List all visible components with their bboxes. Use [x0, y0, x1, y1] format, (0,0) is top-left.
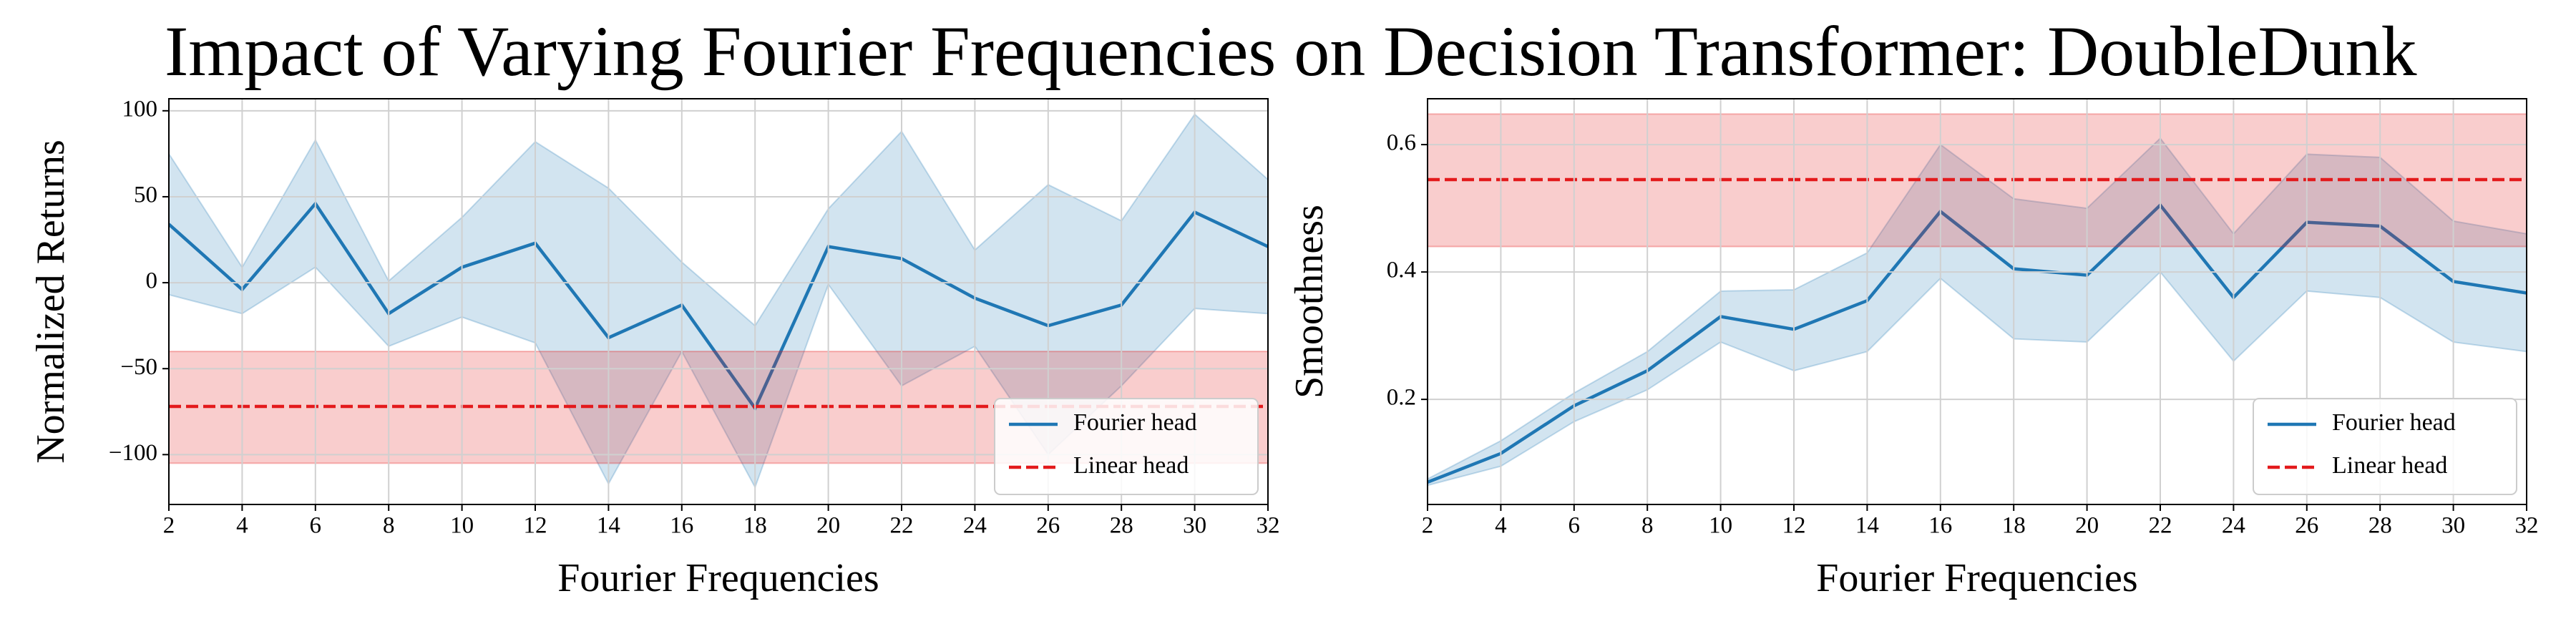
x-tick-label: 14 [597, 513, 620, 539]
x-tick-label: 28 [2368, 513, 2392, 539]
line [1428, 203, 2527, 484]
x-tick-label: 2 [1422, 513, 1434, 539]
x-tick-label: 26 [1036, 513, 1060, 539]
legend-label: Linear head [1073, 452, 1189, 479]
y-tick-label: 50 [134, 182, 157, 208]
legend-box [2253, 398, 2517, 495]
x-tick-label: 12 [524, 513, 547, 539]
band [1428, 137, 2527, 487]
legend-box [994, 398, 1259, 495]
x-tick-label: 24 [2222, 513, 2245, 539]
legend-label: Linear head [2332, 452, 2447, 479]
x-tick-label: 10 [450, 513, 474, 539]
x-tick-label: 18 [743, 513, 767, 539]
x-tick-label: 6 [310, 513, 322, 539]
x-tick-label: 2 [163, 513, 175, 539]
line [169, 200, 1268, 411]
figure-title: Impact of Varying Fourier Frequencies on… [165, 11, 2417, 91]
x-tick-label: 16 [1928, 513, 1952, 539]
x-tick-label: 26 [2295, 513, 2318, 539]
x-tick-label: 16 [670, 513, 693, 539]
y-tick-label: 100 [122, 96, 158, 122]
x-tick-label: 24 [963, 513, 987, 539]
x-tick-label: 10 [1709, 513, 1732, 539]
x-tick-label: 20 [816, 513, 840, 539]
y-axis-label: Smoothness [1287, 205, 1332, 399]
x-tick-label: 4 [1495, 513, 1507, 539]
y-tick-label: 0.4 [1387, 258, 1416, 283]
axes-frame [1427, 98, 2527, 505]
x-tick-label: 30 [1183, 513, 1206, 539]
x-tick-label: 18 [2002, 513, 2026, 539]
legend-label: Fourier head [1073, 409, 1197, 436]
x-tick-label: 22 [890, 513, 914, 539]
band [169, 113, 1268, 489]
x-tick-label: 6 [1568, 513, 1581, 539]
x-tick-label: 30 [2441, 513, 2465, 539]
x-tick-label: 20 [2075, 513, 2099, 539]
x-tick-label: 32 [2515, 513, 2539, 539]
x-axis-label: Fourier Frequencies [557, 556, 879, 600]
y-tick-label: −50 [120, 354, 157, 380]
x-tick-label: 28 [1110, 513, 1133, 539]
x-tick-label: 14 [1855, 513, 1879, 539]
legend-label: Fourier head [2332, 409, 2456, 436]
y-tick-label: 0 [146, 268, 158, 294]
y-axis-label: Normalized Returns [29, 140, 73, 464]
x-tick-label: 32 [1257, 513, 1280, 539]
plot-area [1428, 113, 2527, 487]
x-tick-label: 4 [236, 513, 248, 539]
x-tick-label: 22 [2149, 513, 2172, 539]
y-tick-label: −100 [109, 440, 157, 466]
x-tick-label: 8 [383, 513, 395, 539]
y-tick-label: 0.6 [1387, 130, 1416, 156]
y-tick-label: 0.2 [1387, 385, 1416, 411]
x-axis-label: Fourier Frequencies [1816, 556, 2137, 600]
x-tick-label: 12 [1782, 513, 1806, 539]
axes-frame [168, 98, 1269, 505]
x-tick-label: 8 [1641, 513, 1654, 539]
